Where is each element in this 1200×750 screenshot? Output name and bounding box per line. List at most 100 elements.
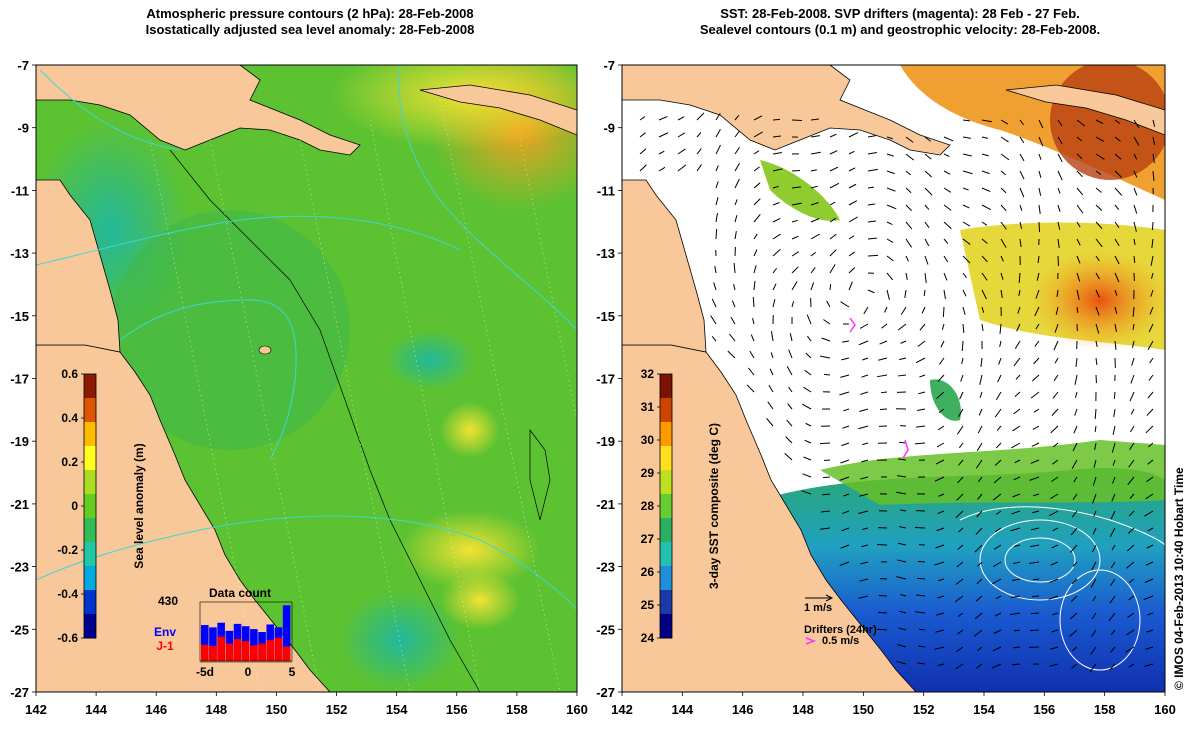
velocity-arrow bbox=[752, 296, 755, 308]
velocity-arrow bbox=[867, 168, 878, 172]
velocity-arrow bbox=[848, 132, 859, 138]
velocity-arrow bbox=[1011, 595, 1021, 599]
velocity-arrow bbox=[1114, 289, 1118, 296]
velocity-arrow bbox=[770, 331, 774, 342]
velocity-arrow bbox=[1145, 561, 1154, 566]
velocity-arrow bbox=[1131, 340, 1135, 348]
velocity-arrow bbox=[897, 374, 907, 377]
velocity-arrow bbox=[791, 169, 801, 172]
env-count-bar bbox=[282, 605, 291, 661]
velocity-arrow bbox=[1049, 510, 1059, 517]
velocity-arrow bbox=[981, 238, 988, 244]
velocity-arrow bbox=[715, 228, 718, 240]
pressure-contour-5 bbox=[398, 65, 577, 331]
velocity-arrow bbox=[1031, 442, 1040, 447]
velocity-arrow bbox=[1094, 408, 1097, 420]
australia-land bbox=[36, 344, 331, 692]
pressure-contour-1 bbox=[39, 69, 181, 151]
sst-colorbar-swatch bbox=[660, 590, 672, 615]
velocity-arrow bbox=[1128, 595, 1135, 601]
velocity-arrow bbox=[753, 213, 761, 223]
velocity-arrow bbox=[938, 357, 945, 365]
velocity-arrow bbox=[934, 476, 945, 482]
sst-colorbar-tick-label: 30 bbox=[641, 433, 655, 447]
velocity-arrow bbox=[772, 118, 781, 121]
data-count-inset: Data count 430 Env J-1 -5d 0 5 bbox=[154, 586, 296, 679]
velocity-arrow bbox=[859, 408, 869, 413]
velocity-arrow bbox=[884, 306, 888, 313]
velocity-arrow bbox=[1133, 238, 1136, 245]
right-lon-tick-label: 156 bbox=[1033, 702, 1055, 717]
velocity-arrow bbox=[1114, 255, 1120, 265]
velocity-arrow bbox=[1114, 119, 1121, 124]
velocity-arrow bbox=[900, 509, 907, 512]
velocity-arrow bbox=[730, 316, 736, 325]
velocity-arrow bbox=[1127, 476, 1135, 486]
velocity-arrow bbox=[867, 203, 875, 206]
velocity-arrow bbox=[696, 132, 702, 138]
velocity-arrow bbox=[917, 340, 926, 347]
velocity-arrow bbox=[886, 136, 893, 140]
velocity-arrow bbox=[1073, 476, 1078, 483]
velocity-arrow bbox=[784, 452, 793, 461]
velocity-arrow bbox=[1076, 238, 1081, 246]
velocity-arrow bbox=[938, 408, 945, 413]
velocity-arrow bbox=[1048, 595, 1059, 600]
velocity-arrow bbox=[829, 217, 837, 223]
velocity-arrow bbox=[734, 115, 740, 121]
pressure-contour-2 bbox=[36, 215, 461, 266]
right-lat-tick-label: -15 bbox=[596, 309, 615, 324]
velocity-arrow bbox=[802, 473, 812, 478]
velocity-arrow bbox=[897, 475, 907, 478]
velocity-arrow bbox=[943, 187, 952, 193]
velocity-arrow bbox=[791, 235, 799, 240]
velocity-arrow bbox=[1038, 221, 1041, 233]
velocity-arrow bbox=[980, 357, 983, 367]
velocity-arrow bbox=[1055, 306, 1059, 315]
velocity-arrow bbox=[1049, 663, 1059, 667]
velocity-arrow bbox=[829, 150, 838, 155]
velocity-arrow bbox=[943, 272, 948, 281]
velocity-arrow bbox=[1114, 340, 1117, 351]
j1-count-bar bbox=[266, 640, 275, 661]
marion-plateau-contour bbox=[529, 428, 551, 521]
velocity-arrow bbox=[731, 300, 736, 308]
velocity-arrow bbox=[896, 660, 907, 665]
velocity-arrow bbox=[1030, 544, 1040, 548]
velocity-arrow bbox=[924, 221, 930, 228]
velocity-arrow bbox=[848, 216, 858, 223]
velocity-arrow bbox=[886, 272, 894, 281]
velocity-arrow bbox=[1126, 629, 1135, 636]
velocity-arrow bbox=[981, 289, 987, 300]
sla-colorbar-swatch bbox=[84, 422, 96, 447]
velocity-arrow bbox=[801, 403, 812, 410]
velocity-arrow bbox=[976, 578, 983, 585]
velocity-arrow bbox=[1052, 391, 1059, 399]
velocity-arrow bbox=[1113, 391, 1116, 400]
velocity-arrow bbox=[876, 628, 888, 631]
velocity-arrow bbox=[1050, 493, 1059, 500]
velocity-arrow bbox=[753, 233, 758, 240]
velocity-arrow bbox=[826, 300, 831, 308]
sst-colorbar-swatch bbox=[660, 614, 672, 639]
velocity-arrow bbox=[848, 267, 856, 274]
velocity-arrow bbox=[962, 255, 971, 264]
velocity-arrow bbox=[734, 199, 738, 206]
velocity-arrow bbox=[979, 374, 983, 385]
velocity-arrow bbox=[1150, 255, 1154, 266]
left-map-axes: 142 144 146 148 150 152 154 156 158 160 -7 -9 -11 -13… bbox=[10, 58, 588, 717]
velocity-arrow bbox=[1031, 595, 1040, 598]
velocity-arrow bbox=[900, 340, 907, 344]
velocity-arrow bbox=[977, 646, 983, 652]
velocity-arrow bbox=[937, 510, 945, 515]
velocity-arrow bbox=[917, 408, 926, 411]
velocity-arrow bbox=[962, 323, 965, 334]
velocity-arrow bbox=[1013, 561, 1021, 565]
velocity-arrow bbox=[1032, 510, 1040, 514]
velocity-arrow bbox=[1033, 493, 1040, 497]
velocity-arrow bbox=[877, 611, 888, 614]
velocity-arrow bbox=[1093, 459, 1097, 468]
left-lon-tick-label: 150 bbox=[266, 702, 288, 717]
velocity-arrow bbox=[993, 629, 1002, 634]
left-lon-tick-label: 142 bbox=[25, 702, 47, 717]
